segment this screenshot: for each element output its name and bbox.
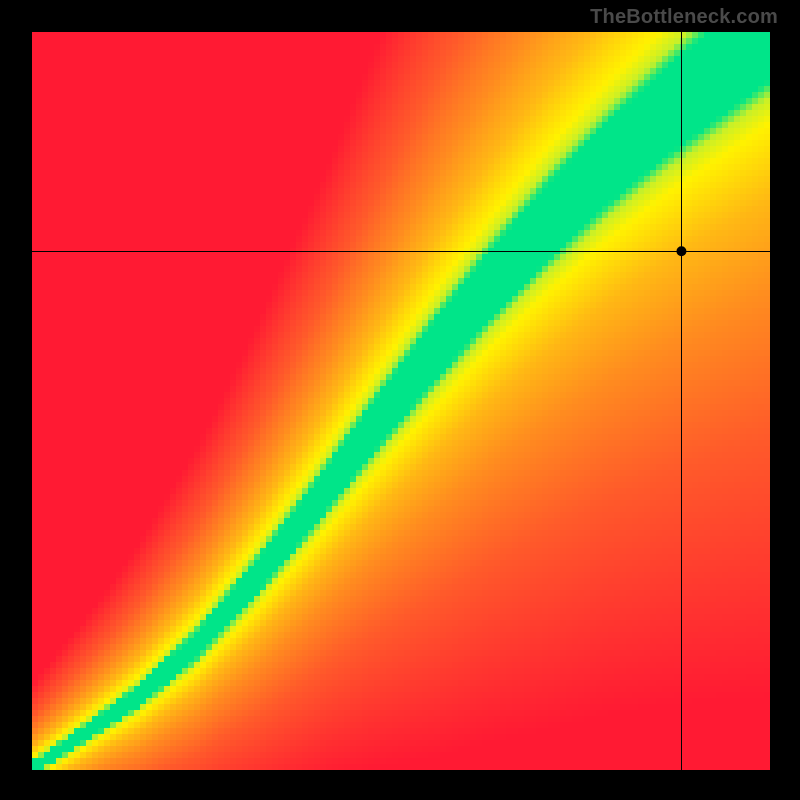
- bottleneck-heatmap-canvas: [0, 0, 800, 800]
- watermark-text: TheBottleneck.com: [590, 6, 778, 29]
